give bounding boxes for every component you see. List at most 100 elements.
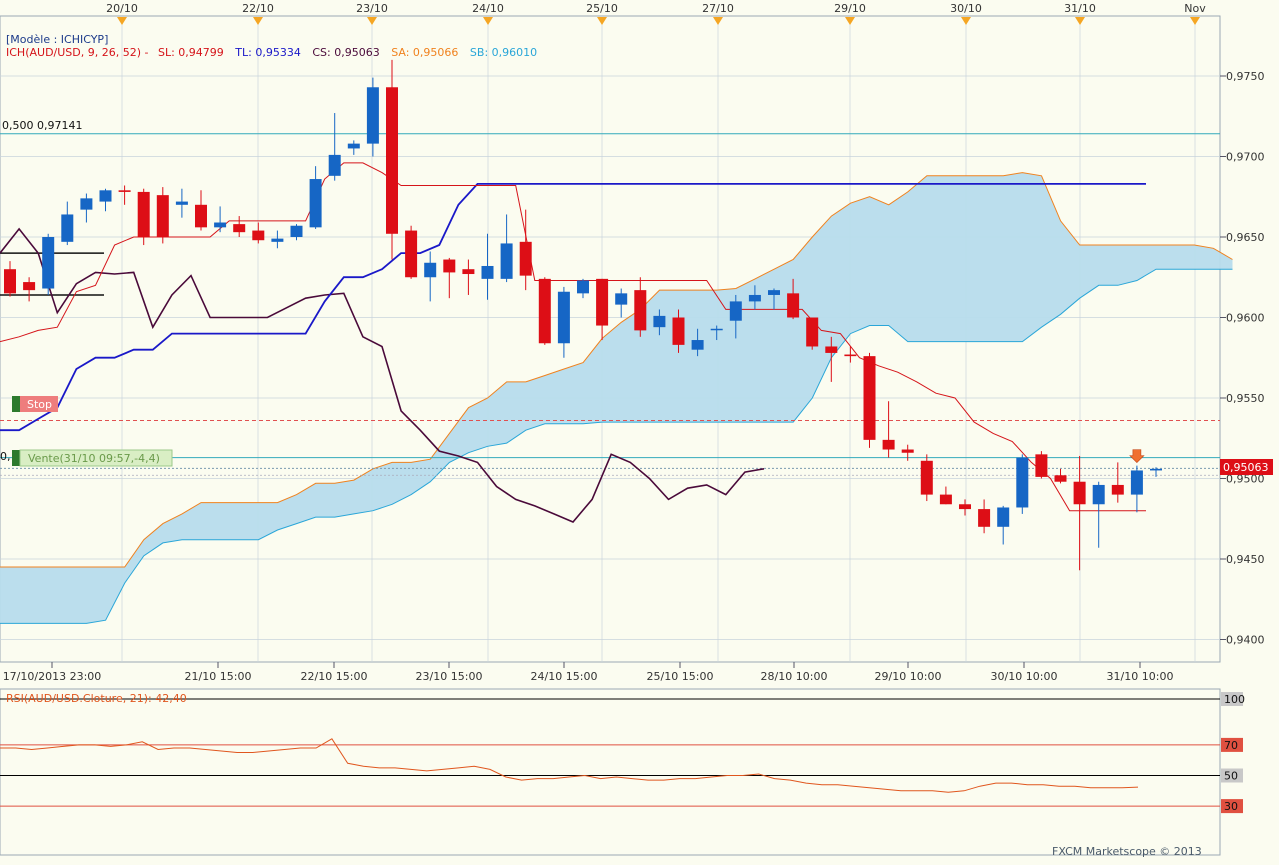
bottom-date-label: 30/10 10:00	[991, 670, 1058, 683]
top-date-label: 20/10	[106, 2, 138, 15]
candle-body	[99, 190, 112, 202]
sl-label: SL: 0,94799	[158, 46, 224, 59]
sell-arrow-icon	[1129, 449, 1145, 464]
candle-body	[328, 154, 341, 176]
top-date-label: 30/10	[950, 2, 982, 15]
candle-body	[118, 190, 131, 192]
tl-label: TL: 0,95334	[234, 46, 301, 59]
candle-body	[252, 230, 265, 241]
stop-handle[interactable]	[12, 396, 20, 412]
candle-body	[309, 179, 322, 228]
candle-body	[137, 191, 150, 237]
candle-body	[844, 354, 857, 357]
chikou-span-line	[0, 227, 765, 523]
rsi-panel: 100 70 50 30	[0, 692, 1245, 814]
price-tick-label: 0,9400	[1226, 634, 1265, 647]
candle-body	[1054, 475, 1067, 482]
candle-body	[290, 225, 303, 237]
rsi-level-label: 70	[1224, 739, 1238, 752]
candle-body	[748, 294, 761, 302]
candle-body	[214, 222, 227, 228]
session-marker-icon	[367, 17, 377, 25]
price-tick-label: 0,9700	[1226, 151, 1265, 164]
candle-body	[481, 265, 494, 279]
candle-body	[1035, 454, 1048, 477]
candle-body	[23, 282, 36, 291]
candle-body	[577, 280, 589, 294]
stop-label: Stop	[27, 398, 52, 411]
candle-body	[386, 87, 398, 234]
candle-body	[347, 143, 360, 149]
indicator-lines	[0, 162, 1146, 523]
candle-body	[997, 507, 1010, 527]
candle-body	[500, 243, 513, 279]
candle-body	[424, 262, 437, 278]
current-price-box	[1220, 459, 1273, 475]
candle-body	[519, 241, 532, 276]
top-date-label: 24/10	[472, 2, 504, 15]
order-handle[interactable]	[12, 450, 20, 466]
candle-body	[882, 439, 895, 450]
candle-body	[80, 198, 93, 210]
indicator-legend: ICH(AUD/USD, 9, 26, 52) - SL: 0,94799 TL…	[6, 46, 537, 59]
top-date-label: 29/10	[834, 2, 866, 15]
candle-body	[901, 449, 914, 453]
bottom-date-label: 29/10 10:00	[875, 670, 942, 683]
candle-body	[1150, 468, 1162, 471]
candle-body	[691, 340, 704, 350]
candle-body	[806, 317, 819, 347]
candle-body	[939, 494, 952, 505]
stop-order-marker[interactable]: Stop	[12, 396, 58, 412]
top-date-label: 23/10	[356, 2, 388, 15]
candle-body	[233, 224, 246, 233]
ichimoku-cloud	[0, 172, 1233, 624]
current-price-tag: 0,95063	[1220, 459, 1273, 475]
model-label: [Modèle : ICHICYP]	[6, 33, 108, 46]
fib-level-label: 0,500 0,97141	[2, 119, 82, 132]
top-date-label: 27/10	[702, 2, 734, 15]
candle-body	[156, 195, 169, 237]
price-tick-label: 0,9450	[1226, 553, 1265, 566]
candle-body	[672, 317, 685, 345]
price-tick-label: 0,9600	[1226, 312, 1265, 325]
sell-order-marker[interactable]: Vente(31/10 09:57,-4,4)	[12, 449, 173, 467]
rsi-level-tag	[1221, 692, 1243, 706]
order-tag[interactable]	[19, 449, 173, 467]
top-date-label: 25/10	[586, 2, 618, 15]
candle-body	[1130, 470, 1143, 495]
candle-body	[1016, 457, 1029, 508]
candle-body	[366, 87, 379, 144]
candle-body	[729, 301, 742, 321]
main-pane-border	[0, 15, 1221, 663]
candles	[4, 59, 1162, 571]
candle-body	[462, 269, 475, 275]
candle-body	[710, 328, 723, 331]
senkou-span-a-line	[0, 172, 1233, 568]
bottom-date-label: 17/10/2013 23:00	[3, 670, 102, 683]
rsi-level-label: 50	[1224, 770, 1238, 783]
bottom-date-label: 25/10 15:00	[647, 670, 714, 683]
candle-body	[978, 509, 991, 527]
candle-body	[538, 278, 551, 344]
rsi-level-label: 100	[1224, 693, 1245, 706]
stop-tag[interactable]	[20, 396, 58, 412]
top-date-label: Nov	[1184, 2, 1206, 15]
axes: 0,9750 0,9700 0,9650 0,9600 0,9550 0,9500 0,94…	[3, 2, 1265, 683]
bottom-date-label: 24/10 15:00	[531, 670, 598, 683]
candle-body	[615, 293, 628, 305]
tenkan-sen-line	[0, 162, 1146, 512]
session-marker-icon	[117, 17, 127, 25]
candle-body	[175, 201, 188, 205]
top-date-label: 22/10	[242, 2, 274, 15]
price-tick-label: 0,9550	[1226, 392, 1265, 405]
bottom-date-label: 21/10 15:00	[185, 670, 252, 683]
candle-body	[863, 356, 876, 440]
rsi-line	[0, 738, 1139, 793]
candle-body	[920, 460, 933, 495]
cs-label: CS: 0,95063	[312, 46, 379, 59]
ich-label: ICH(AUD/USD, 9, 26, 52) -	[6, 46, 149, 59]
candle-body	[195, 204, 207, 228]
kijun-sen-line	[0, 182, 1146, 432]
